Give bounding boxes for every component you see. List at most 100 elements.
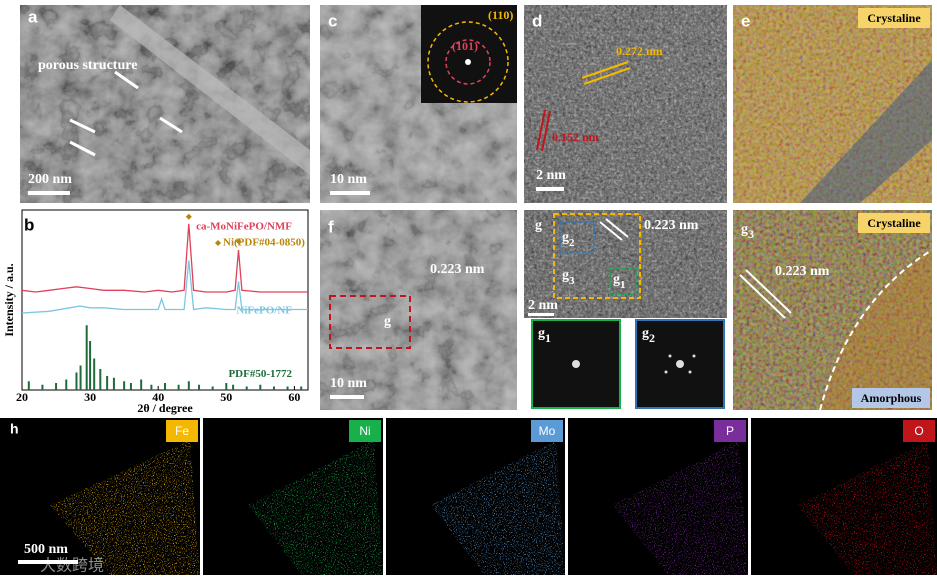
spacing-label: 0.152 nm [552,130,599,144]
element-tag: P [726,424,734,438]
spot [692,354,696,358]
arrow [159,116,183,134]
center-spot [465,59,471,65]
panel-f: f 0.223 nm g 10 nm [320,210,517,410]
phase-marker [235,238,242,245]
tag: Amorphous [861,391,922,405]
panel-label: f [328,217,334,236]
sub-index: 1 [545,331,551,345]
sub-main: g [538,326,545,341]
panel-g1: g1 [531,319,621,409]
scale-label: 2 nm [528,298,558,313]
eds-signal [430,440,565,575]
marker-label: Ni(PDF#04-0850) [223,237,305,249]
sub-main: g [642,326,649,341]
x-tick-label: 60 [288,390,300,404]
panel-c: c (110) (101) 10 nm [320,5,517,203]
lattice-line [583,67,631,85]
ring [445,39,491,85]
spacing-label: 0.223 nm [430,262,485,277]
panel-label: h [10,421,19,437]
inset-label: g1 [538,326,551,345]
sub-index: 2 [569,237,575,249]
lattice-line [536,109,546,151]
x-tick-label: 50 [220,390,232,404]
x-tick-label: 20 [16,390,28,404]
element-tag-box [166,420,198,442]
panel-label: b [24,215,34,234]
amorphous-region [820,250,932,410]
sub-index: 2 [649,331,655,345]
xrd-chart: b Intensity / a.u. 2θ / degree 20 30 40 50 6… [2,209,309,415]
boundary [819,249,933,411]
lattice-line [605,218,629,238]
panel-d: d 0.272 nm 0.152 nm 2 nm [524,5,727,203]
panel-label: g [535,218,542,233]
hrtem-image [524,5,727,203]
ring [427,21,509,103]
sub-main: g [741,222,748,237]
series-label: ca-MoNiFePO/NMF [196,221,292,233]
scale-label: 200 nm [28,172,72,187]
center-spot [676,360,684,368]
tag-box [858,8,930,28]
hrtem-image [524,210,727,318]
spot [688,370,692,374]
panel-label: a [28,7,38,26]
xrd-line [21,223,308,293]
panel-a: a porous structure 200 nm [20,5,310,203]
panel-g3: g3 Crystaline 0.223 nm Amorphous [733,210,933,411]
panel-label: c [328,11,337,30]
ring-label: (110) [488,8,513,22]
lattice-line [581,61,629,79]
tube-wall [110,5,310,175]
y-axis-label: Intensity / a.u. [2,263,16,336]
element-tag-box [531,420,563,442]
eds-signal [613,440,748,575]
legend-marker [215,240,221,246]
panel-g: g 0.223 nm g2 g3 g1 2 nm [524,210,727,318]
element-tag-box [349,420,381,442]
spot [664,370,668,374]
x-tick-label: 40 [152,390,164,404]
region-label: g3 [562,268,575,286]
shade [800,60,932,203]
annotation: porous structure [38,58,137,73]
tag-box [852,388,930,408]
sem-image [20,5,310,203]
panel-label: e [741,11,750,30]
lattice-line [739,274,786,319]
spacing-label: 0.272 nm [616,44,663,58]
panel-h: Fe Ni Mo P O [0,418,937,575]
scale-bar [330,395,364,399]
region-box [553,213,641,299]
tag-box [858,213,930,233]
tag: Crystaline [867,216,921,230]
xrd-line [21,260,308,314]
series-label: PDF#50-1772 [228,368,292,380]
lattice-line [745,269,792,314]
panel-label: d [532,11,542,30]
region-box [609,267,637,295]
scale-bar [528,313,554,316]
scale-label: 10 nm [330,172,367,187]
inset-label: g2 [642,326,655,345]
colored-image [733,210,932,410]
eds-signal [797,440,937,575]
phase-marker [185,213,192,220]
element-tag: O [914,424,923,438]
sub-main: g [562,230,569,245]
tem-image [320,210,517,410]
spacing-label: 0.223 nm [644,218,699,233]
ring-label: (101) [452,39,478,53]
region-label: g1 [613,272,626,290]
arrow [69,118,96,134]
scale-bar [28,191,70,195]
scale-label: 2 nm [536,168,566,183]
scale-bar [536,187,564,191]
spacing-label: 0.223 nm [775,264,830,279]
sub-index: 3 [748,227,754,241]
panel-e: e Crystaline [733,5,932,203]
sub-index: 3 [569,275,575,287]
